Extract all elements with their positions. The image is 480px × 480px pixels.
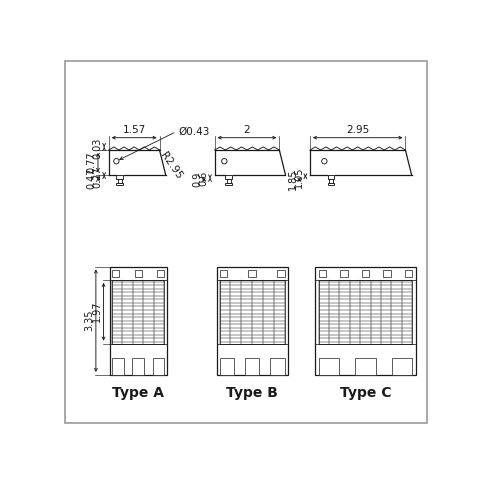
Bar — [219, 269, 227, 277]
Text: 2.95: 2.95 — [346, 125, 369, 135]
Text: 0.6: 0.6 — [199, 170, 208, 186]
Bar — [112, 358, 123, 375]
Bar — [110, 266, 167, 375]
Text: Type C: Type C — [339, 385, 391, 400]
Bar — [227, 179, 231, 183]
Bar — [226, 175, 232, 179]
Bar — [327, 175, 335, 179]
Text: 1.57: 1.57 — [122, 125, 146, 135]
Bar — [245, 358, 259, 375]
Text: 2: 2 — [244, 125, 250, 135]
Text: Type B: Type B — [226, 385, 278, 400]
Text: 1.85: 1.85 — [288, 169, 298, 191]
Bar — [117, 183, 123, 185]
Bar — [361, 269, 369, 277]
Text: 0.77: 0.77 — [86, 152, 96, 173]
Bar — [319, 269, 326, 277]
Text: Ø0.43: Ø0.43 — [178, 127, 209, 136]
Bar — [132, 358, 144, 375]
Bar — [405, 269, 412, 277]
Text: 3.35: 3.35 — [84, 310, 95, 331]
Bar — [383, 269, 391, 277]
Bar — [392, 358, 412, 375]
Bar — [249, 269, 256, 277]
Text: Type A: Type A — [112, 385, 164, 400]
Text: 1.05: 1.05 — [294, 167, 304, 188]
Bar — [327, 183, 335, 185]
Bar — [226, 183, 232, 185]
Text: 0.47: 0.47 — [86, 168, 96, 189]
Bar — [134, 269, 142, 277]
Bar — [157, 269, 164, 277]
Text: 0.9: 0.9 — [192, 172, 203, 187]
Bar — [118, 179, 122, 183]
Text: 1.97: 1.97 — [92, 301, 102, 323]
Bar — [270, 358, 285, 375]
Text: 0.03: 0.03 — [93, 138, 103, 159]
Bar — [329, 179, 333, 183]
Bar — [314, 266, 416, 375]
Bar — [319, 358, 339, 375]
Bar — [277, 269, 285, 277]
Bar — [153, 358, 164, 375]
Bar — [117, 175, 123, 179]
Bar — [340, 269, 348, 277]
Bar — [112, 269, 120, 277]
Bar — [217, 266, 288, 375]
Bar — [219, 358, 234, 375]
Bar — [355, 358, 376, 375]
Text: 0.27: 0.27 — [93, 166, 103, 188]
Text: R2.95: R2.95 — [158, 151, 183, 181]
